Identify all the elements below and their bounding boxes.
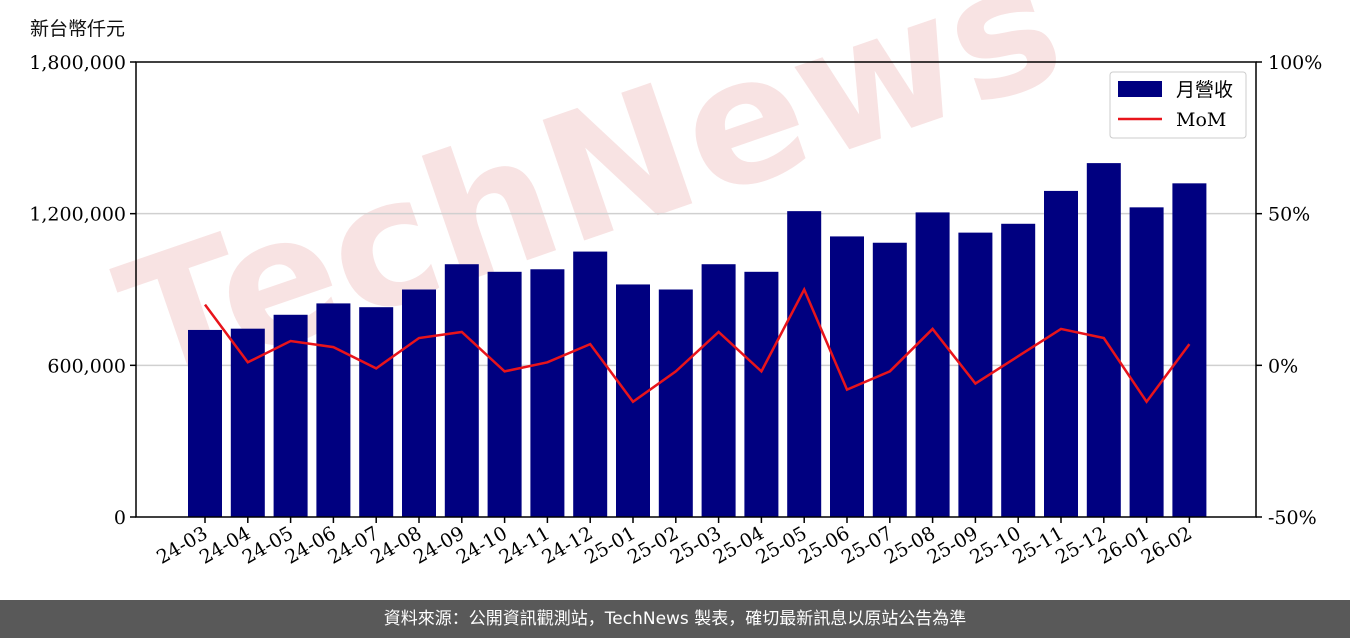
revenue-bar xyxy=(316,303,351,517)
revenue-bar xyxy=(958,232,993,517)
mom-line xyxy=(203,286,1191,404)
revenue-bar xyxy=(915,212,950,517)
revenue-bar xyxy=(1044,190,1078,517)
legend-label-mom: MoM xyxy=(1176,109,1226,131)
revenue-bar xyxy=(487,271,522,517)
revenue-bar xyxy=(744,271,779,517)
x-tick-label: 26-02 xyxy=(1137,522,1195,568)
revenue-bar xyxy=(701,264,736,517)
left-tick-label: 1,200,000 xyxy=(29,204,126,226)
right-tick-label: 0% xyxy=(1268,355,1298,377)
revenue-bar xyxy=(1129,207,1164,517)
revenue-bar xyxy=(573,251,608,518)
legend: 月營收 MoM xyxy=(1109,71,1247,139)
plot-frame xyxy=(135,61,1257,518)
revenue-bar xyxy=(359,307,394,517)
left-tick-label: 1,800,000 xyxy=(29,52,126,74)
revenue-bar xyxy=(1172,183,1207,518)
revenue-bar xyxy=(402,289,436,517)
revenue-bar xyxy=(1001,223,1036,517)
revenue-bar xyxy=(830,236,864,517)
right-tick-label: 100% xyxy=(1268,52,1322,74)
revenue-chart: TechNews0600,0001,200,0001,800,000-50%0%… xyxy=(29,0,1322,569)
revenue-bar xyxy=(658,289,693,517)
left-tick-label: 0 xyxy=(114,507,126,529)
revenue-bar xyxy=(787,211,822,517)
revenue-bar xyxy=(872,242,907,517)
footer-source-note: 資料來源：公開資訊觀測站，TechNews 製表，確切最新訊息以原站公告為準 xyxy=(0,600,1350,638)
revenue-bar xyxy=(530,269,565,517)
right-tick-label: 50% xyxy=(1268,204,1310,226)
revenue-bar xyxy=(230,328,265,517)
revenue-bar xyxy=(188,329,222,517)
legend-bar-swatch xyxy=(1118,81,1162,97)
right-tick-label: -50% xyxy=(1268,507,1317,529)
revenue-bar xyxy=(444,264,479,517)
legend-label-revenue: 月營收 xyxy=(1176,79,1233,101)
left-tick-label: 600,000 xyxy=(47,355,126,377)
revenue-bar xyxy=(273,314,308,517)
y-axis-unit-label: 新台幣仟元 xyxy=(30,18,126,40)
